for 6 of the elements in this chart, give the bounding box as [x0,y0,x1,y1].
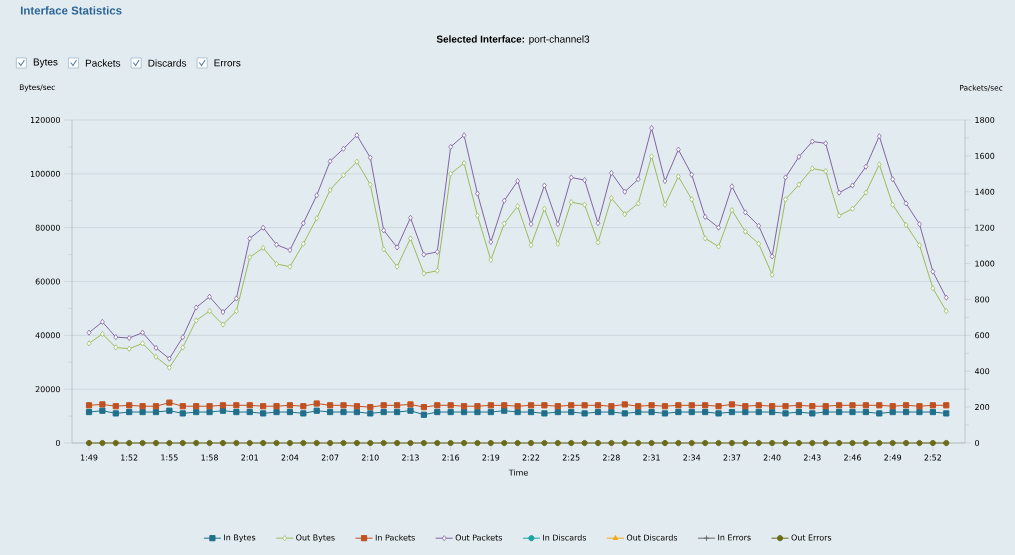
text: Bytes [33,58,58,68]
text: Discards [148,59,187,67]
text: Errors [214,59,241,67]
chart-title: Interface Statistics [20,6,122,15]
chart-subtitle: Selected Interface: port-channel3 [436,35,590,45]
text: Packets [85,59,121,67]
